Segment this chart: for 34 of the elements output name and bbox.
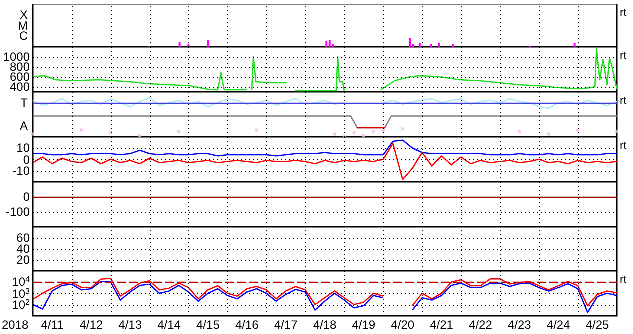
x-tick-label: 4/17: [274, 318, 298, 332]
y-tick-label: 10$^{3}$: [12, 286, 30, 300]
text: rt: [620, 274, 627, 286]
text: rt: [620, 95, 627, 107]
y-tick-label: -10: [12, 164, 30, 178]
x-tick-label: 4/22: [469, 318, 492, 332]
x-axis-title: 2018: [2, 318, 29, 332]
x-tick-label: 4/13: [118, 318, 142, 332]
y-tick-label: 60: [16, 231, 30, 245]
x-tick-label: 4/18: [313, 318, 337, 332]
text: rt: [620, 7, 627, 19]
y-tick-label: 10$^{2}$: [12, 298, 30, 312]
text: T: [20, 96, 28, 110]
x-tick-label: 4/19: [352, 318, 376, 332]
x-tick-label: 4/15: [196, 318, 220, 332]
y-tick-label: 0: [23, 190, 30, 204]
y-tick-label: 20: [16, 253, 30, 267]
text: A: [20, 118, 28, 133]
text: rt: [620, 50, 627, 62]
x-tick-label: 4/16: [235, 318, 259, 332]
x-tick-label: 4/11: [41, 318, 64, 332]
text: rt: [620, 140, 627, 152]
x-tick-label: 4/14: [158, 318, 181, 332]
y-tick-label: 0: [23, 152, 30, 166]
y-tick-label: -100: [6, 205, 30, 219]
x-tick-label: 4/21: [430, 318, 454, 332]
x-tick-label: 4/12: [80, 318, 104, 332]
x-tick-label: 4/25: [586, 318, 610, 332]
x-tick-label: 4/24: [546, 318, 570, 332]
x-tick-label: 4/23: [508, 318, 532, 332]
y-tick-label: 10: [16, 141, 30, 156]
y-tick-label: 40: [16, 242, 30, 256]
y-tick-label: 10$^{4}$: [12, 275, 30, 290]
x-tick-label: 4/20: [391, 318, 415, 332]
